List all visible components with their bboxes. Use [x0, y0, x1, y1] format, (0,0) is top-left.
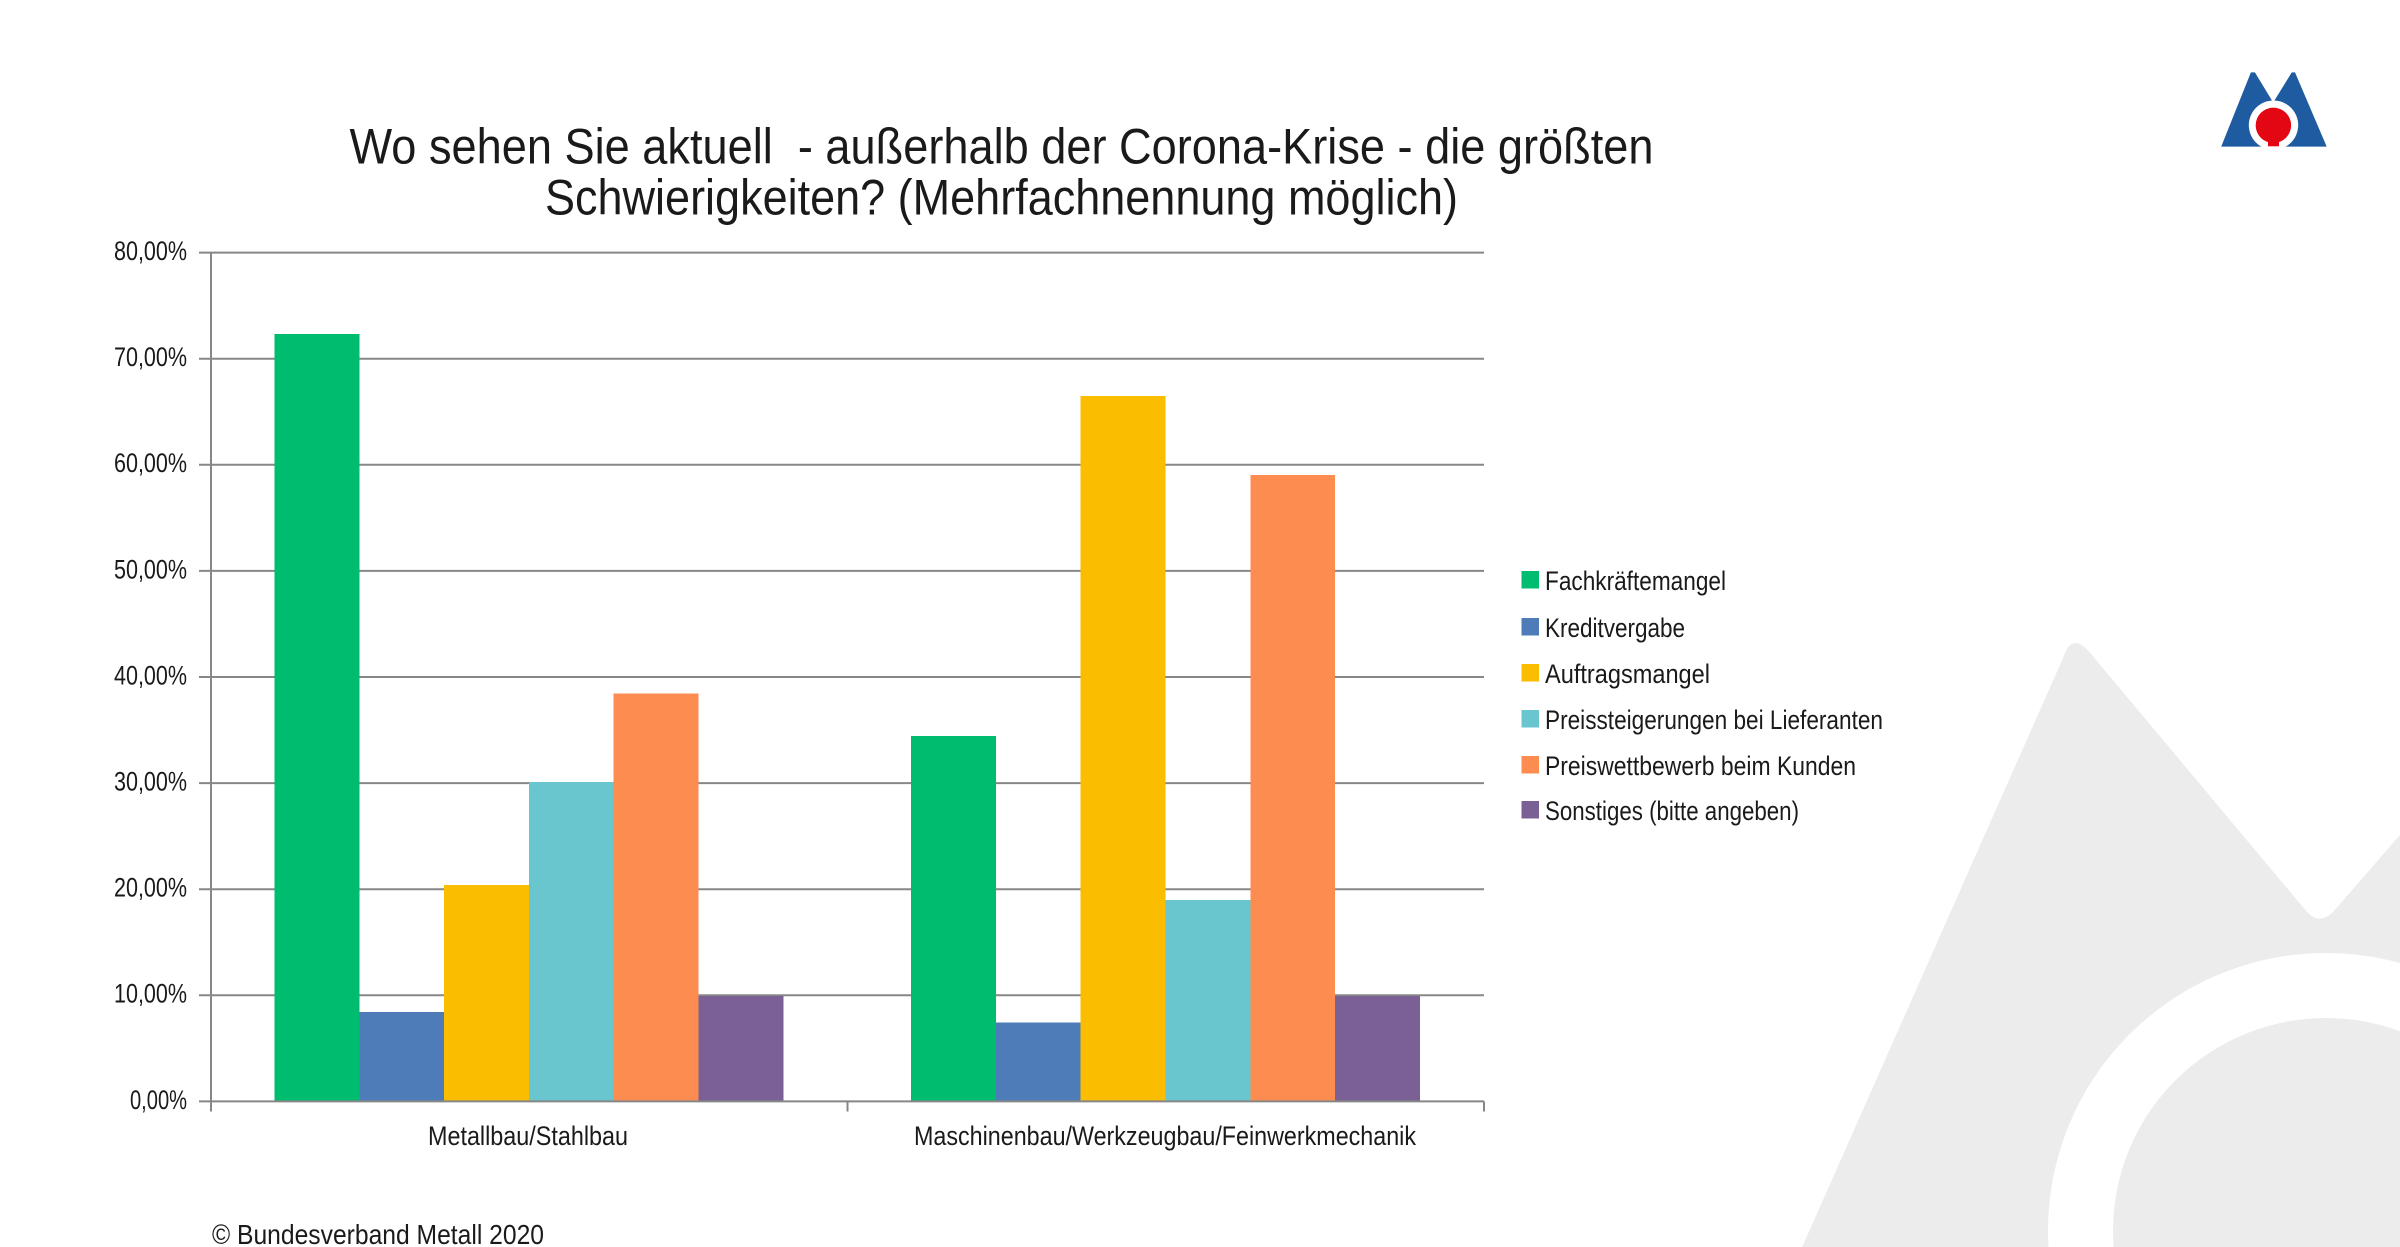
svg-text:60,00%: 60,00% — [114, 448, 187, 478]
svg-text:70,00%: 70,00% — [114, 342, 187, 372]
svg-text:Maschinenbau/Werkzeugbau/Feinw: Maschinenbau/Werkzeugbau/Feinwerkmechani… — [914, 1121, 1416, 1151]
svg-text:Auftragsmangel: Auftragsmangel — [1545, 659, 1710, 689]
svg-text:Metallbau/Stahlbau: Metallbau/Stahlbau — [428, 1121, 628, 1151]
svg-text:Wo sehen Sie aktuell - außerh: Wo sehen Sie aktuell - außerhalb der Cor… — [350, 119, 1654, 175]
svg-text:50,00%: 50,00% — [114, 554, 187, 584]
svg-text:0,00%: 0,00% — [130, 1085, 187, 1115]
svg-text:40,00%: 40,00% — [114, 660, 187, 690]
svg-text:Fachkräftemangel: Fachkräftemangel — [1545, 566, 1726, 596]
svg-text:30,00%: 30,00% — [114, 767, 187, 797]
svg-text:Kreditvergabe: Kreditvergabe — [1545, 613, 1685, 643]
svg-text:Sonstiges (bitte angeben): Sonstiges (bitte angeben) — [1545, 796, 1799, 826]
svg-text:Preiswettbewerb beim Kunden: Preiswettbewerb beim Kunden — [1545, 751, 1856, 781]
svg-text:Preissteigerungen bei Lieferan: Preissteigerungen bei Lieferanten — [1545, 705, 1883, 735]
svg-text:10,00%: 10,00% — [114, 979, 187, 1009]
svg-text:80,00%: 80,00% — [114, 236, 187, 266]
svg-text:© Bundesverband Metall 2020: © Bundesverband Metall 2020 — [212, 1219, 544, 1247]
svg-text:20,00%: 20,00% — [114, 873, 187, 903]
svg-text:Schwierigkeiten? (Mehrfachnenn: Schwierigkeiten? (Mehrfachnennung möglic… — [545, 170, 1458, 226]
